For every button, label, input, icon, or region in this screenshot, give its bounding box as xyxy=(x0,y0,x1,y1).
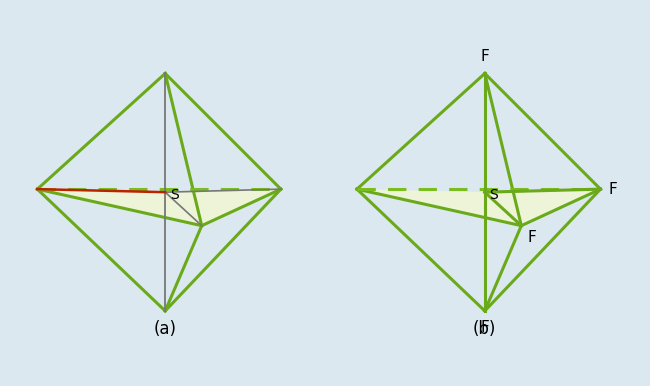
Text: F: F xyxy=(608,182,617,196)
Polygon shape xyxy=(37,189,202,226)
Text: F: F xyxy=(480,320,489,335)
Polygon shape xyxy=(485,189,601,226)
Text: F: F xyxy=(480,49,489,64)
Polygon shape xyxy=(165,189,281,226)
Text: F: F xyxy=(527,230,536,245)
Polygon shape xyxy=(357,189,521,226)
Text: S: S xyxy=(489,188,499,202)
Text: (a): (a) xyxy=(153,320,177,338)
Text: S: S xyxy=(170,188,179,202)
Text: (b): (b) xyxy=(473,320,497,338)
